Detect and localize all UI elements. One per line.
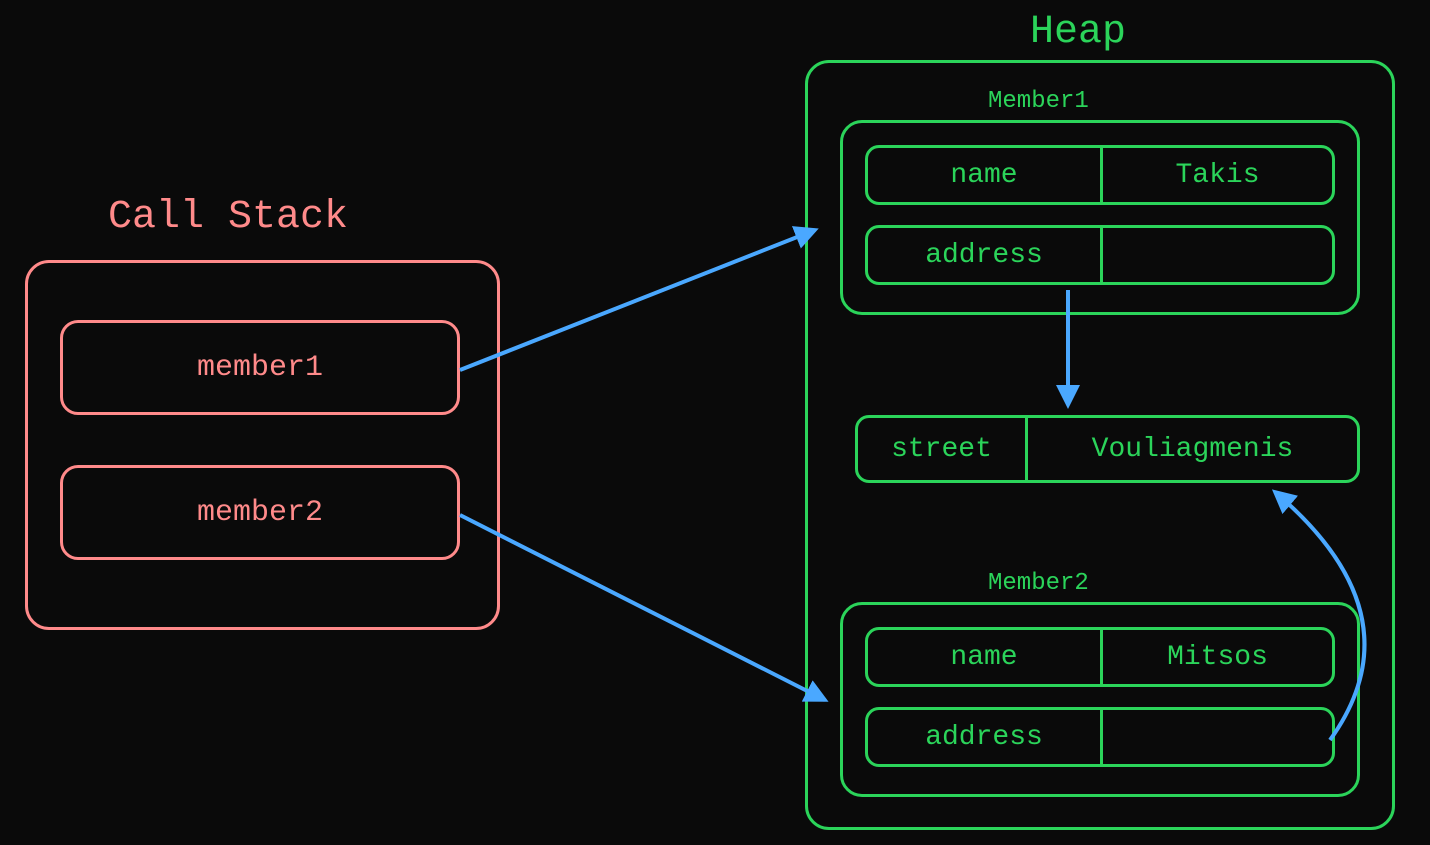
stack-item-label: member1 bbox=[197, 351, 323, 385]
arrow bbox=[460, 230, 815, 370]
heap-row: nameMitsos bbox=[865, 627, 1335, 687]
heap-title: Heap bbox=[1030, 10, 1126, 55]
heap-row-value bbox=[1103, 710, 1332, 764]
heap-row: address bbox=[865, 707, 1335, 767]
street-key: street bbox=[858, 418, 1028, 480]
street-row: street Vouliagmenis bbox=[855, 415, 1360, 483]
street-value: Vouliagmenis bbox=[1028, 418, 1357, 480]
heap-row-value bbox=[1103, 228, 1332, 282]
heap-row: address bbox=[865, 225, 1335, 285]
heap-row-value: Takis bbox=[1103, 148, 1332, 202]
heap-object-label: Member1 bbox=[988, 88, 1089, 115]
heap-row-key: address bbox=[868, 228, 1103, 282]
heap-row-value: Mitsos bbox=[1103, 630, 1332, 684]
call-stack-panel bbox=[25, 260, 500, 630]
heap-object-label: Member2 bbox=[988, 570, 1089, 597]
call-stack-title: Call Stack bbox=[108, 195, 348, 240]
stack-item-member2: member2 bbox=[60, 465, 460, 560]
stack-item-member1: member1 bbox=[60, 320, 460, 415]
heap-row-key: name bbox=[868, 630, 1103, 684]
arrow bbox=[460, 515, 825, 700]
stack-item-label: member2 bbox=[197, 496, 323, 530]
heap-row-key: name bbox=[868, 148, 1103, 202]
heap-row: nameTakis bbox=[865, 145, 1335, 205]
heap-row-key: address bbox=[868, 710, 1103, 764]
